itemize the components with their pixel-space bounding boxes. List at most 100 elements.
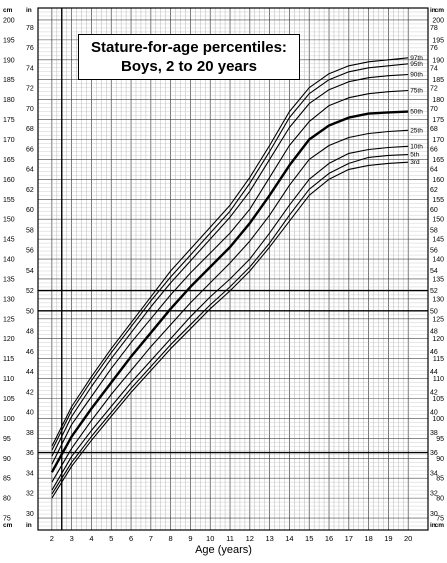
cm-tick-label-right: 180 xyxy=(432,97,444,104)
percentile-curve-5th xyxy=(51,154,409,495)
cm-tick-label-right: 85 xyxy=(436,476,444,483)
inch-tick-label-left: 56 xyxy=(26,248,34,255)
in-unit-label: in xyxy=(26,522,32,529)
age-tick-label: 3 xyxy=(70,534,74,543)
cm-tick-label-right: 125 xyxy=(432,316,444,323)
inch-tick-label-left: 34 xyxy=(26,470,34,477)
cm-tick-label-left: 165 xyxy=(3,157,15,164)
cm-tick-label-left: 115 xyxy=(3,356,14,363)
age-tick-label: 9 xyxy=(188,534,192,543)
inch-tick-label-left: 40 xyxy=(26,410,34,417)
inch-tick-label-left: 48 xyxy=(26,329,34,336)
in-unit-label: in xyxy=(430,7,436,14)
inch-tick-label-right: 72 xyxy=(430,86,438,93)
inch-tick-label-left: 78 xyxy=(26,25,34,32)
inch-tick-label-right: 30 xyxy=(430,511,438,518)
cm-tick-label-left: 85 xyxy=(3,476,11,483)
age-tick-label: 8 xyxy=(169,534,173,543)
inch-tick-label-left: 32 xyxy=(26,491,34,498)
cm-tick-label-right: 135 xyxy=(432,276,444,283)
age-tick-label: 16 xyxy=(325,534,333,543)
cm-tick-label-left: 185 xyxy=(3,77,15,84)
cm-unit-label: cm xyxy=(435,7,445,14)
percentile-label-75th: 75th xyxy=(410,87,423,94)
inch-tick-label-left: 72 xyxy=(26,86,34,93)
age-tick-label: 5 xyxy=(109,534,113,543)
inch-tick-label-left: 38 xyxy=(26,430,34,437)
cm-tick-label-right: 115 xyxy=(433,356,444,363)
inch-tick-label-left: 74 xyxy=(26,65,34,72)
inch-tick-label-right: 46 xyxy=(430,349,438,356)
inch-tick-label-left: 50 xyxy=(26,308,34,315)
age-tick-label: 6 xyxy=(129,534,133,543)
inch-tick-label-left: 30 xyxy=(26,511,34,518)
percentile-label-95th: 95th xyxy=(410,61,423,68)
inch-tick-label-left: 54 xyxy=(26,268,34,275)
inch-tick-label-right: 44 xyxy=(430,369,438,376)
cm-tick-label-left: 75 xyxy=(3,516,11,523)
age-tick-label: 17 xyxy=(345,534,353,543)
percentile-label-97th: 97th xyxy=(410,55,423,62)
cm-tick-label-right: 195 xyxy=(432,37,444,44)
inch-tick-label-left: 46 xyxy=(26,349,34,356)
cm-tick-label-left: 95 xyxy=(3,436,11,443)
inch-tick-label-right: 52 xyxy=(430,288,438,295)
age-tick-label: 12 xyxy=(246,534,254,543)
inch-tick-label-left: 58 xyxy=(26,227,34,234)
percentile-curve-90th xyxy=(51,73,409,457)
inch-tick-label-right: 38 xyxy=(430,430,438,437)
cm-tick-label-left: 120 xyxy=(3,336,15,343)
cm-tick-label-left: 140 xyxy=(3,257,15,264)
cm-tick-label-left: 110 xyxy=(3,376,14,383)
cm-tick-label-left: 160 xyxy=(3,177,15,184)
inch-tick-label-right: 34 xyxy=(430,470,438,477)
inch-tick-label-left: 76 xyxy=(26,45,34,52)
percentile-curve-95th xyxy=(51,63,409,451)
percentile-label-5th: 5th xyxy=(410,152,419,159)
inch-tick-label-left: 52 xyxy=(26,288,34,295)
major-grid xyxy=(37,7,429,531)
age-tick-label: 4 xyxy=(89,534,93,543)
age-tick-label: 14 xyxy=(285,534,293,543)
cm-tick-label-right: 100 xyxy=(432,416,444,423)
inch-tick-label-right: 54 xyxy=(430,268,438,275)
age-tick-label: 20 xyxy=(404,534,412,543)
inch-tick-label-left: 66 xyxy=(26,146,34,153)
inch-tick-label-right: 40 xyxy=(430,410,438,417)
inch-tick-label-right: 32 xyxy=(430,491,438,498)
cm-tick-label-right: 120 xyxy=(432,336,444,343)
plot-frame xyxy=(37,7,429,531)
percentile-curve-97th xyxy=(51,57,409,447)
cm-tick-label-right: 95 xyxy=(436,436,444,443)
cm-tick-label-left: 195 xyxy=(3,37,15,44)
inch-tick-label-right: 48 xyxy=(430,329,438,336)
cm-tick-label-left: 90 xyxy=(3,456,11,463)
inch-tick-label-right: 60 xyxy=(430,207,438,214)
age-tick-label: 15 xyxy=(305,534,313,543)
cm-tick-label-right: 130 xyxy=(432,296,444,303)
inch-tick-label-left: 68 xyxy=(26,126,34,133)
inch-tick-label-left: 42 xyxy=(26,389,34,396)
age-tick-label: 7 xyxy=(149,534,153,543)
chart-title: Stature-for-age percentiles: Boys, 2 to … xyxy=(78,34,300,80)
cm-unit-label: cm xyxy=(3,522,13,529)
inch-tick-label-right: 68 xyxy=(430,126,438,133)
cm-tick-label-left: 145 xyxy=(3,237,15,244)
inch-tick-label-right: 74 xyxy=(430,65,438,72)
cm-tick-label-right: 165 xyxy=(432,157,444,164)
chart-title-line-2: Boys, 2 to 20 years xyxy=(121,58,257,75)
percentile-curve-3rd xyxy=(51,161,409,499)
cm-tick-label-left: 175 xyxy=(3,117,15,124)
cm-tick-label-right: 170 xyxy=(432,137,444,144)
cm-unit-label: cm xyxy=(3,7,13,14)
percentile-curve-50th xyxy=(50,110,409,473)
cm-tick-label-left: 125 xyxy=(3,316,15,323)
age-tick-label: 18 xyxy=(364,534,372,543)
inch-tick-label-right: 64 xyxy=(430,167,438,174)
inch-tick-label-left: 36 xyxy=(26,450,34,457)
cm-tick-label-right: 200 xyxy=(432,17,444,24)
percentile-curve-25th xyxy=(51,129,409,483)
cm-tick-label-left: 80 xyxy=(3,496,11,503)
